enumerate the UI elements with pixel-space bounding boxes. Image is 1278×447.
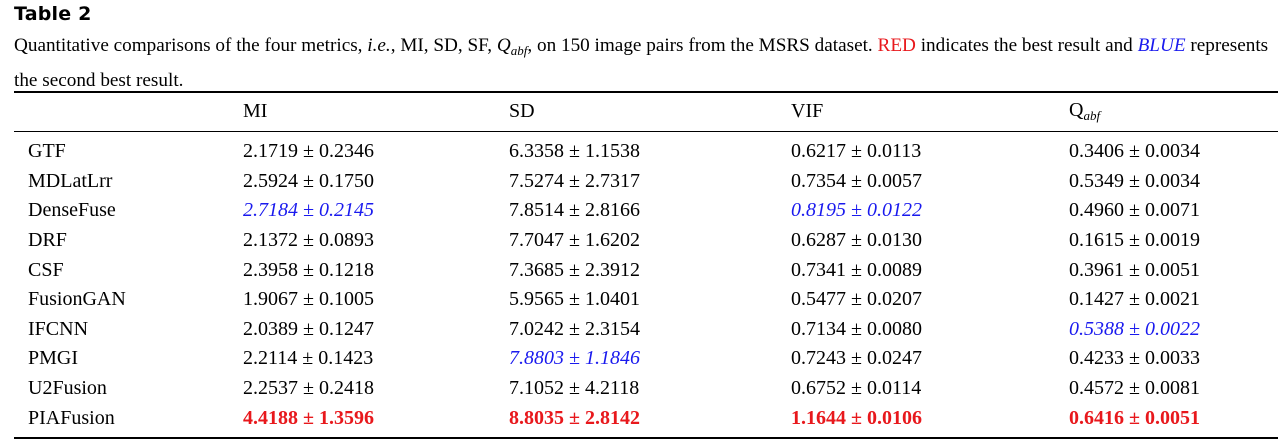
caption-text: Quantitative comparisons of the four met… (14, 35, 368, 56)
bottom-rule (14, 437, 1278, 439)
method-name: PIAFusion (28, 406, 115, 429)
method-name: FusionGAN (28, 288, 126, 311)
sd-value: 7.8803 ± 1.1846 (509, 347, 640, 370)
vif-value: 0.6287 ± 0.0130 (791, 229, 922, 252)
mi-value: 2.1719 ± 0.2346 (243, 140, 374, 163)
mi-value: 2.3958 ± 0.1218 (243, 258, 374, 281)
method-name: PMGI (28, 347, 79, 370)
vif-value: 0.7134 ± 0.0080 (791, 317, 922, 340)
sd-value: 7.0242 ± 2.3154 (509, 317, 640, 340)
sd-value: 7.8514 ± 2.8166 (509, 199, 640, 222)
header-method (14, 92, 243, 131)
header-rule (14, 131, 1278, 132)
table-title: Table 2 (14, 3, 92, 25)
table-row: PMGI 2.2114 ± 0.1423 7.8803 ± 1.1846 0.7243… (14, 344, 1278, 374)
sd-value: 5.9565 ± 1.0401 (509, 288, 640, 311)
caption-q-symbol: Q (496, 35, 511, 56)
mi-value: 2.1372 ± 0.0893 (243, 229, 374, 252)
table-row: PIAFusion 4.4188 ± 1.3596 8.8035 ± 2.8142 1… (14, 403, 1278, 433)
qabf-value: 0.4960 ± 0.0071 (1069, 199, 1200, 222)
qabf-value: 0.4572 ± 0.0081 (1069, 377, 1200, 400)
caption-red-word: RED (877, 35, 916, 56)
table-row: GTF 2.1719 ± 0.2346 6.3358 ± 1.1538 0.6217 … (14, 131, 1278, 167)
qabf-value: 0.5388 ± 0.0022 (1069, 317, 1200, 340)
vif-value: 0.6217 ± 0.0113 (791, 140, 922, 163)
caption-blue-word: BLUE (1137, 35, 1186, 56)
mi-value: 2.5924 ± 0.1750 (243, 169, 374, 192)
vif-value: 0.7354 ± 0.0057 (791, 169, 922, 192)
caption-ie: i.e. (367, 35, 391, 56)
mi-value: 2.2114 ± 0.1423 (243, 347, 374, 370)
sd-value: 7.5274 ± 2.7317 (509, 169, 640, 192)
vif-value: 0.8195 ± 0.0122 (791, 199, 922, 222)
header-vif: VIF (791, 100, 824, 122)
table-row: IFCNN 2.0389 ± 0.1247 7.0242 ± 2.3154 0.713… (14, 315, 1278, 345)
caption-text: , MI, SD, SF, (390, 35, 497, 56)
vif-value: 1.1644 ± 0.0106 (791, 406, 922, 429)
header-q-subscript: abf (1083, 108, 1101, 123)
header-sd: SD (509, 100, 535, 122)
method-name: GTF (28, 140, 66, 163)
caption-q-subscript: abf (510, 43, 528, 58)
sd-value: 7.7047 ± 1.6202 (509, 229, 640, 252)
mi-value: 1.9067 ± 0.1005 (243, 288, 374, 311)
qabf-value: 0.6416 ± 0.0051 (1069, 406, 1200, 429)
table-row: U2Fusion 2.2537 ± 0.2418 7.1052 ± 4.2118 0.… (14, 374, 1278, 404)
method-name: CSF (28, 258, 64, 281)
method-name: DRF (28, 229, 67, 252)
caption-text: , on 150 image pairs from the MSRS datas… (527, 35, 878, 56)
sd-value: 7.1052 ± 4.2118 (509, 377, 640, 400)
method-name: MDLatLrr (28, 169, 113, 192)
vif-value: 0.7341 ± 0.0089 (791, 258, 922, 281)
table-row: MDLatLrr 2.5924 ± 0.1750 7.5274 ± 2.7317 0.… (14, 167, 1278, 197)
table-row: FusionGAN 1.9067 ± 0.1005 5.9565 ± 1.0401 0… (14, 285, 1278, 315)
table-row: DenseFuse 2.7184 ± 0.2145 7.8514 ± 2.8166 0… (14, 196, 1278, 226)
method-name: U2Fusion (28, 377, 107, 400)
mi-value: 4.4188 ± 1.3596 (243, 406, 374, 429)
header-qabf: Qabf (1069, 92, 1278, 131)
mi-value: 2.2537 ± 0.2418 (243, 377, 374, 400)
mi-value: 2.7184 ± 0.2145 (243, 199, 374, 222)
sd-value: 6.3358 ± 1.1538 (509, 140, 640, 163)
vif-value: 0.7243 ± 0.0247 (791, 347, 922, 370)
mi-value: 2.0389 ± 0.1247 (243, 317, 374, 340)
method-name: IFCNN (28, 317, 89, 340)
table-row: DRF 2.1372 ± 0.0893 7.7047 ± 1.6202 0.6287 … (14, 226, 1278, 256)
top-rule (14, 91, 1278, 93)
qabf-value: 0.3961 ± 0.0051 (1069, 258, 1200, 281)
qabf-value: 0.1615 ± 0.0019 (1069, 229, 1200, 252)
caption-text: represents the second best result. (14, 35, 1269, 91)
qabf-value: 0.3406 ± 0.0034 (1069, 140, 1200, 163)
vif-value: 0.5477 ± 0.0207 (791, 288, 922, 311)
qabf-value: 0.4233 ± 0.0033 (1069, 347, 1200, 370)
qabf-value: 0.5349 ± 0.0034 (1069, 169, 1200, 192)
caption-text: indicates the best result and (915, 35, 1138, 56)
vif-value: 0.6752 ± 0.0114 (791, 377, 922, 400)
header-q-symbol: Q (1069, 99, 1084, 121)
header-row: MI SD VIF Qabf (14, 92, 1278, 131)
table-body: GTF 2.1719 ± 0.2346 6.3358 ± 1.1538 0.6217 … (14, 131, 1278, 433)
sd-value: 7.3685 ± 2.3912 (509, 258, 640, 281)
header-mi: MI (243, 100, 268, 122)
table-caption: Quantitative comparisons of the four met… (14, 31, 1276, 95)
method-name: DenseFuse (28, 199, 116, 222)
table-row: CSF 2.3958 ± 0.1218 7.3685 ± 2.3912 0.7341 … (14, 255, 1278, 285)
sd-value: 8.8035 ± 2.8142 (509, 406, 640, 429)
qabf-value: 0.1427 ± 0.0021 (1069, 288, 1200, 311)
results-table: MI SD VIF Qabf GTF 2.1719 ± 0.2346 6.3358 … (14, 92, 1278, 433)
